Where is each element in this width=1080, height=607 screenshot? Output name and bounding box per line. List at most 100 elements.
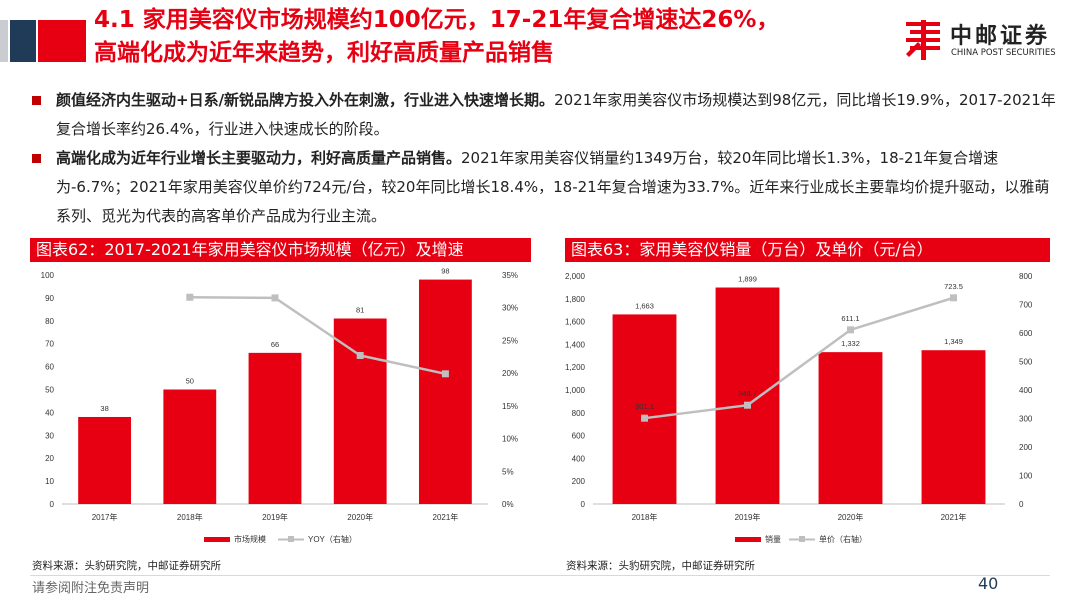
x-tick-label: 2019年: [735, 512, 761, 522]
y2-tick-label: 0: [1019, 500, 1024, 509]
bullet-1-bold: 颜值经济内生驱动+日系/新锐品牌方投入外在刺激，行业进入快速增长期。: [56, 91, 555, 109]
line-point: [356, 351, 364, 359]
legend-swatch-marker: [799, 536, 805, 542]
line-point: [641, 414, 648, 422]
line-point: [186, 293, 194, 301]
y-tick-label: 800: [572, 409, 586, 418]
bar: [78, 416, 132, 504]
line-data-label: 723.5: [944, 282, 963, 291]
y-tick-label: 1,400: [565, 340, 586, 349]
bar: [921, 350, 986, 504]
x-tick-label: 2018年: [632, 512, 658, 522]
line-data-label: 346.7: [738, 389, 757, 398]
y2-tick-label: 400: [1019, 386, 1033, 395]
bar: [715, 287, 780, 504]
x-tick-label: 2018年: [177, 512, 203, 522]
logo-chinese-text: 中邮证券: [950, 24, 1051, 49]
bullet-item-market-size: 颜值经济内生驱动+日系/新锐品牌方投入外在刺激，行业进入快速增长期。2021年家…: [32, 86, 1062, 144]
y-tick-label: 1,800: [565, 295, 586, 304]
bar: [163, 389, 217, 504]
y-tick-label: 40: [45, 408, 54, 417]
y-tick-label: 20: [45, 454, 54, 463]
x-tick-label: 2021年: [941, 512, 967, 522]
chart-62-source: 资料来源：头豹研究院，中邮证券研究所: [32, 560, 221, 572]
legend-label-bar: 市场规模: [234, 534, 266, 544]
bullet-2-text: 2021年家用美容仪销量约1349万台，较20年同比增长1.3%，18-21年复…: [56, 149, 1050, 225]
page-title: 4.1 家用美容仪市场规模约100亿元，17-21年复合增速达26%， 高端化成…: [94, 4, 884, 70]
y-tick-label: 10: [45, 477, 54, 486]
y-tick-label: 0: [50, 500, 55, 509]
bar: [418, 279, 472, 504]
x-tick-label: 2020年: [838, 512, 864, 522]
line-point: [271, 294, 279, 302]
bullet-1-text: 2021年家用美容仪市场规模达到98亿元，同比增长19.9%，2017-2021…: [56, 91, 1056, 138]
bar-data-label: 38: [100, 404, 108, 413]
line-point: [847, 326, 854, 334]
y-tick-label: 2,000: [565, 272, 586, 281]
chart-62-market-size: 0 10 20 30 40 50 60 70 80 90 100 0% 5% 10% 15% 20% 25% 30…: [41, 267, 518, 544]
y-tick-label: 30: [45, 431, 54, 440]
bar-data-label: 1,899: [738, 275, 757, 284]
y2-tick-label: 600: [1019, 329, 1033, 338]
y2-tick-label: 500: [1019, 358, 1033, 367]
bar: [248, 352, 302, 504]
y2-tick-label: 700: [1019, 301, 1033, 310]
y2-tick-label: 200: [1019, 443, 1033, 452]
bar: [612, 314, 677, 504]
legend-swatch-bar: [204, 537, 230, 542]
y-tick-label: 70: [45, 340, 54, 349]
line-point: [744, 401, 751, 409]
bullet-list: 颜值经济内生驱动+日系/新锐品牌方投入外在刺激，行业进入快速增长期。2021年家…: [32, 86, 1062, 231]
y-tick-label: 0: [581, 500, 586, 509]
header-accent-grey: [0, 20, 8, 62]
bar-data-label: 50: [186, 377, 194, 386]
legend-swatch-marker: [288, 536, 294, 542]
bullet-item-premiumization: 高端化成为近年行业增长主要驱动力，利好高质量产品销售。2021年家用美容仪销量约…: [32, 144, 1062, 231]
bar-data-label: 1,332: [841, 339, 860, 348]
series-line: [189, 295, 446, 376]
bar-data-label: 98: [441, 267, 449, 276]
title-line-2: 高端化成为近年来趋势，利好高质量产品销售: [94, 40, 554, 66]
y2-tick-label: 0%: [502, 500, 514, 509]
chart-63-header: 图表63：家用美容仪销量（万台）及单价（元/台）: [565, 238, 1050, 262]
y2-tick-label: 35%: [502, 271, 518, 280]
chart-62-header: 图表62：2017-2021年家用美容仪市场规模（亿元）及增速: [30, 238, 531, 262]
legend-label-bar: 销量: [765, 534, 781, 544]
y-tick-label: 1,000: [565, 386, 586, 395]
china-post-securities-logo: 中邮证券 CHINA POST SECURITIES: [904, 18, 1074, 64]
y-tick-label: 200: [572, 477, 586, 486]
x-tick-label: 2017年: [92, 512, 118, 522]
y2-tick-label: 10%: [502, 435, 518, 444]
y-tick-label: 100: [41, 271, 55, 280]
chart-63-source: 资料来源：头豹研究院，中邮证券研究所: [566, 560, 755, 572]
y2-tick-label: 15%: [502, 402, 518, 411]
china-post-emblem-icon: [906, 20, 940, 60]
line-data-label: 611.1: [841, 314, 859, 323]
y-tick-label: 600: [572, 432, 586, 441]
footer-divider: [30, 575, 1050, 576]
y2-tick-label: 100: [1019, 472, 1033, 481]
y2-tick-label: 300: [1019, 415, 1033, 424]
y2-tick-label: 5%: [502, 467, 514, 476]
title-line-1: 4.1 家用美容仪市场规模约100亿元，17-21年复合增速达26%，: [94, 7, 780, 33]
x-tick-label: 2021年: [433, 512, 459, 522]
y-tick-label: 1,200: [565, 363, 586, 372]
y2-tick-label: 20%: [502, 369, 518, 378]
y-tick-label: 60: [45, 363, 54, 372]
y-tick-label: 50: [45, 386, 54, 395]
x-tick-label: 2020年: [347, 512, 373, 522]
footer-disclaimer: 请参阅附注免责声明: [32, 581, 150, 596]
y2-tick-label: 800: [1019, 272, 1033, 281]
y2-tick-label: 25%: [502, 336, 518, 345]
x-tick-label: 2019年: [262, 512, 288, 522]
line-point: [441, 370, 449, 378]
bar: [818, 352, 883, 504]
logo-english-text: CHINA POST SECURITIES: [951, 48, 1056, 58]
legend-label-line: YOY（右轴）: [308, 534, 357, 544]
legend-label-line: 单价（右轴）: [819, 534, 867, 544]
page-number: 40: [978, 574, 999, 593]
bar: [333, 318, 387, 504]
series-line: [644, 296, 954, 420]
y-tick-label: 400: [572, 454, 586, 463]
bullet-2-bold: 高端化成为近年行业增长主要驱动力，利好高质量产品销售。: [56, 149, 462, 167]
